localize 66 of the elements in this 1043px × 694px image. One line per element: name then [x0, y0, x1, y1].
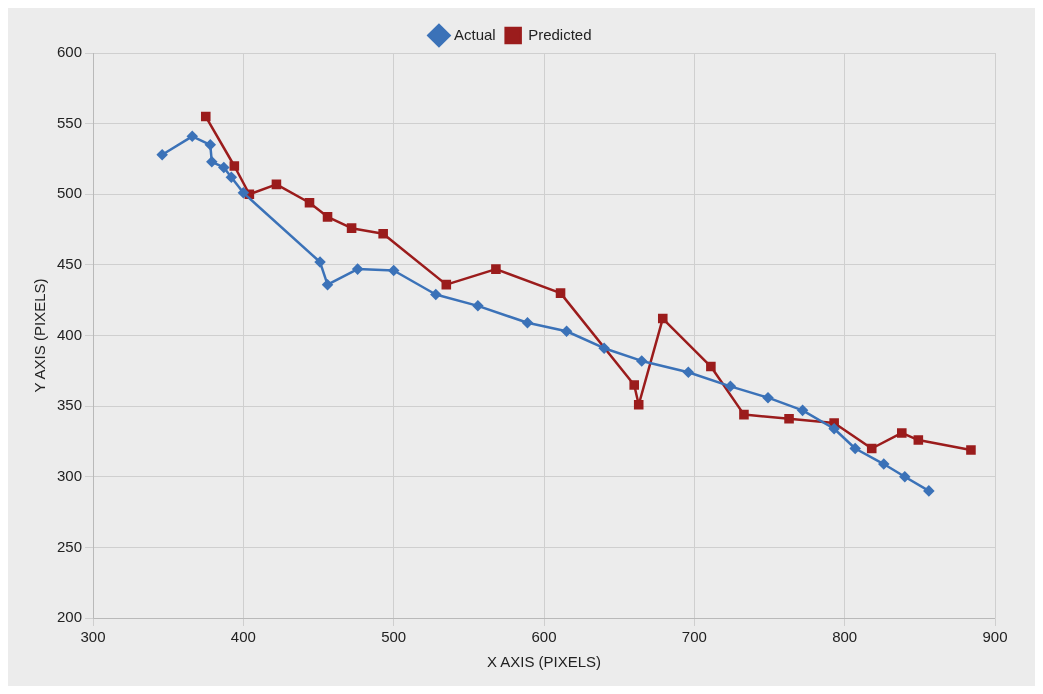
- point: [229, 161, 240, 171]
- point: [633, 399, 644, 410]
- point: [897, 428, 907, 438]
- point: [322, 212, 333, 222]
- x-tick-label: 400: [230, 628, 256, 646]
- point: [186, 131, 198, 142]
- point: [472, 300, 484, 312]
- point: [636, 355, 647, 367]
- x-tick-label: 600: [531, 628, 557, 646]
- y-tick-label: 250: [57, 537, 83, 555]
- point: [866, 443, 877, 454]
- point: [657, 313, 668, 324]
- point: [913, 435, 924, 445]
- point: [784, 414, 794, 424]
- point: [206, 156, 218, 168]
- point: [271, 179, 282, 190]
- point: [378, 229, 388, 239]
- legend-label: Predicted: [528, 25, 592, 43]
- y-tick-label: 600: [57, 43, 83, 61]
- point: [200, 111, 211, 122]
- point: [218, 162, 230, 173]
- point: [430, 289, 442, 300]
- x-tick-label: 700: [681, 628, 707, 646]
- point: [205, 139, 216, 151]
- point: [388, 265, 399, 276]
- point: [238, 187, 249, 199]
- y-tick-label: 400: [57, 325, 83, 343]
- point: [797, 405, 808, 416]
- point: [706, 361, 716, 372]
- point: [966, 445, 976, 455]
- point: [683, 366, 694, 378]
- point: [156, 149, 168, 160]
- x-tick-label: 300: [80, 628, 106, 646]
- point: [899, 471, 911, 482]
- x-tick-label: 800: [832, 628, 858, 646]
- legend-label: Actual: [453, 25, 496, 43]
- point: [629, 380, 639, 390]
- point: [725, 381, 736, 392]
- point: [322, 279, 333, 290]
- y-axis-title: Y AXIS (PIXELS): [31, 278, 49, 393]
- y-tick-label: 550: [57, 113, 83, 131]
- x-axis-title: X AXIS (PIXELS): [486, 653, 602, 671]
- y-tick-label: 350: [57, 396, 83, 414]
- point: [522, 317, 533, 329]
- point: [828, 423, 840, 434]
- point: [304, 197, 315, 208]
- x-tick-label: 500: [381, 628, 407, 646]
- point: [762, 392, 774, 403]
- point: [598, 342, 610, 354]
- point: [226, 172, 237, 183]
- y-tick-label: 300: [57, 466, 83, 484]
- point: [352, 263, 363, 275]
- point: [346, 223, 357, 233]
- point: [555, 288, 566, 298]
- y-tick-label: 500: [57, 184, 83, 202]
- x-tick-label: 900: [982, 628, 1008, 646]
- point: [441, 279, 452, 290]
- point: [314, 256, 326, 268]
- point: [878, 458, 890, 470]
- point: [491, 264, 501, 274]
- y-tick-label: 450: [57, 255, 83, 273]
- point: [923, 485, 935, 497]
- point: [849, 443, 861, 454]
- point: [739, 409, 749, 420]
- point: [561, 326, 572, 337]
- y-tick-label: 200: [57, 608, 83, 626]
